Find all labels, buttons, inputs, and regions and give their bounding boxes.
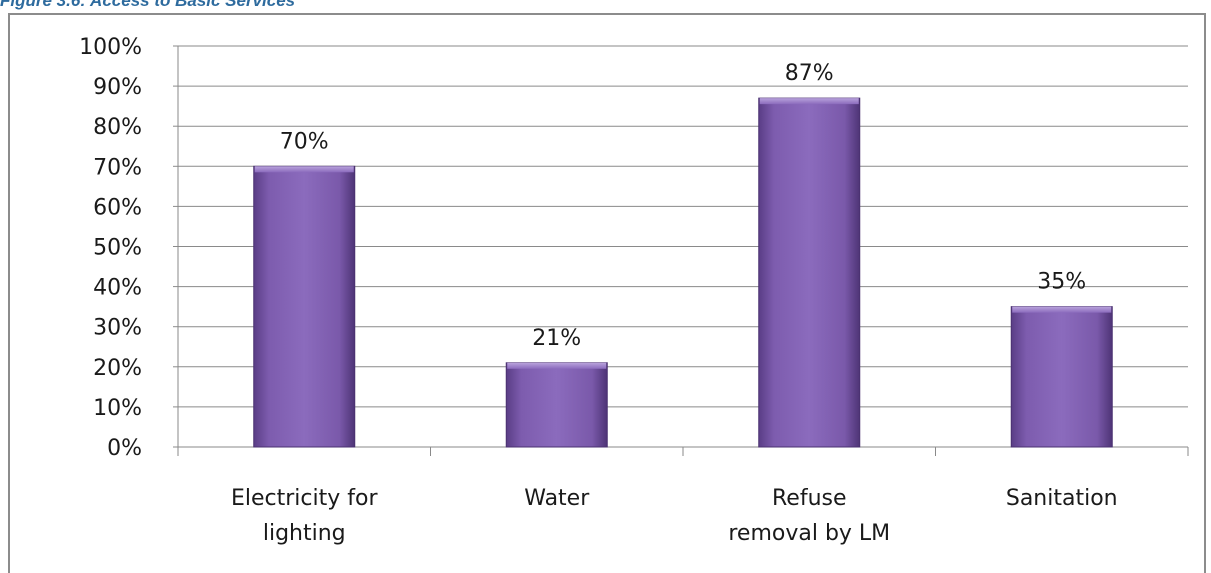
bar	[253, 165, 356, 448]
bar-highlight	[1012, 306, 1112, 313]
y-tick-label: 80%	[93, 115, 142, 140]
data-label: 70%	[280, 129, 329, 154]
x-category-label: Sanitation	[1006, 486, 1118, 511]
y-tick-label: 40%	[93, 276, 142, 301]
bar	[505, 362, 608, 448]
y-tick-labels: 0% 10% 20% 30% 40% 50% 60% 70% 80% 90% 100%	[79, 35, 142, 461]
x-category-label: lighting	[263, 521, 346, 546]
bar-highlight	[254, 166, 354, 173]
bars	[253, 97, 1113, 448]
y-tick-label: 10%	[93, 396, 142, 421]
y-tick-label: 50%	[93, 236, 142, 261]
x-category-label: Electricity for	[231, 486, 378, 511]
data-label: 87%	[785, 61, 834, 86]
figure-caption: Figure 3.6: Access to Basic Services	[0, 0, 296, 10]
y-tick-label: 60%	[93, 195, 142, 220]
y-tick-label: 100%	[79, 35, 142, 60]
data-labels: 70% 21% 87% 35%	[280, 61, 1086, 351]
bar	[758, 97, 861, 448]
y-tick-label: 0%	[107, 436, 142, 461]
x-category-labels: Electricity for lighting Water Refuse remova…	[231, 486, 1118, 546]
y-tick-label: 70%	[93, 155, 142, 180]
y-tick-label: 20%	[93, 356, 142, 381]
data-label: 21%	[532, 326, 581, 351]
chart-frame	[8, 13, 1206, 573]
y-tick-label: 30%	[93, 316, 142, 341]
y-tick-label: 90%	[93, 75, 142, 100]
x-category-label: Refuse	[772, 486, 847, 511]
x-category-label: removal by LM	[728, 521, 890, 546]
bar	[1010, 306, 1113, 448]
data-label: 35%	[1037, 270, 1086, 295]
bar-highlight	[759, 98, 859, 105]
x-category-label: Water	[524, 486, 590, 511]
bar-highlight	[507, 362, 607, 369]
